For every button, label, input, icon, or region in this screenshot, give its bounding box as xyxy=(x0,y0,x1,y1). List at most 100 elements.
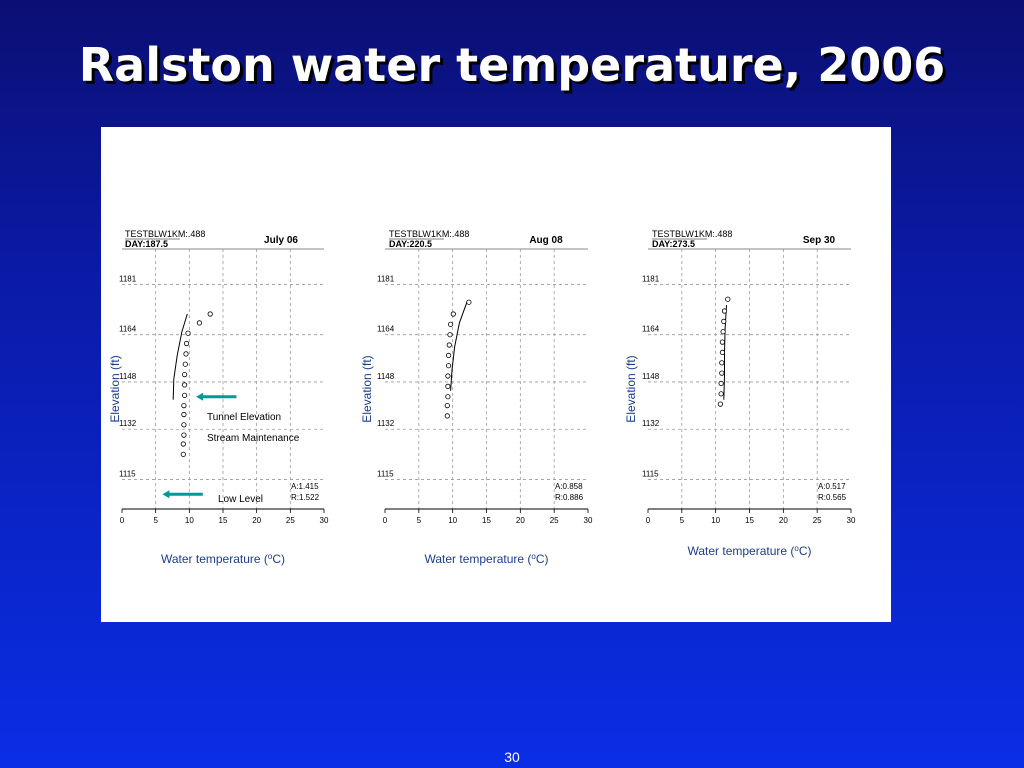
observed-point xyxy=(718,391,724,397)
annotation-label: Stream Maintenance xyxy=(207,433,300,444)
y-tick-label: 1164 xyxy=(377,325,395,334)
x-tick-label: 15 xyxy=(219,516,228,525)
arrow-head xyxy=(162,490,170,499)
observed-point xyxy=(719,339,726,345)
y-tick-label: 1115 xyxy=(377,469,394,478)
annotation-label: Low Level xyxy=(218,494,263,505)
page-number: 30 xyxy=(504,749,520,765)
figure-panel: TESTBLW1KM:.488 DAY:187.5 July 06 0 5 10 15 20 2… xyxy=(101,127,891,622)
observed-point xyxy=(445,394,451,400)
annotation-label: Tunnel Elevation xyxy=(207,412,281,423)
observed-point xyxy=(717,401,724,407)
y-tick-label: 1148 xyxy=(642,372,660,381)
x-tick-label: 0 xyxy=(383,516,388,525)
x-tick-label: 10 xyxy=(185,516,194,525)
observed-point xyxy=(719,360,725,366)
observed-point xyxy=(182,382,188,388)
observed-point xyxy=(196,320,203,326)
observed-point xyxy=(725,296,731,302)
observed-point xyxy=(720,329,726,335)
observed-point xyxy=(185,330,191,336)
model-line xyxy=(172,313,188,400)
y-tick-label: 1164 xyxy=(642,325,660,334)
observed-point xyxy=(183,351,189,357)
date-label: Aug 08 xyxy=(529,235,563,246)
observed-point xyxy=(181,422,187,428)
observed-point xyxy=(180,451,186,457)
y-tick-label: 1132 xyxy=(377,419,395,428)
observed-point xyxy=(182,361,188,367)
stat-label: R:0.565 xyxy=(818,493,847,502)
observed-point xyxy=(445,363,452,369)
observed-point xyxy=(721,308,728,314)
observed-point xyxy=(447,332,453,338)
x-tick-label: 30 xyxy=(584,516,593,525)
stat-label: A:1.415 xyxy=(291,482,319,491)
observed-point xyxy=(181,432,187,438)
y-tick-label: 1115 xyxy=(642,469,659,478)
x-tick-label: 10 xyxy=(448,516,457,525)
y-tick-label: 1181 xyxy=(642,274,660,283)
observed-point xyxy=(181,411,187,418)
x-tick-label: 5 xyxy=(417,516,422,525)
x-tick-label: 15 xyxy=(482,516,491,525)
observed-point xyxy=(719,370,725,376)
header-day: DAY:220.5 xyxy=(389,239,432,249)
observed-point xyxy=(180,441,186,447)
y-tick-label: 1148 xyxy=(377,372,395,381)
x-axis-label: Water temperature (oC) xyxy=(161,552,285,566)
observed-point xyxy=(719,349,726,355)
y-axis-label: Elevation (ft) xyxy=(624,355,638,422)
observed-point xyxy=(445,373,451,379)
model-line xyxy=(450,302,468,391)
header-site: TESTBLW1KM:.488 xyxy=(389,229,469,239)
observed-point xyxy=(182,392,188,398)
slide-title: Ralston water temperature, 2006 xyxy=(78,38,946,92)
x-tick-label: 0 xyxy=(646,516,651,525)
y-tick-label: 1181 xyxy=(119,274,137,283)
header-day: DAY:273.5 xyxy=(652,239,695,249)
x-tick-label: 20 xyxy=(779,516,788,525)
observed-point xyxy=(207,311,213,317)
observed-point xyxy=(444,402,450,409)
observed-point xyxy=(184,340,190,347)
x-tick-label: 25 xyxy=(813,516,822,525)
stat-label: R:1.522 xyxy=(291,493,320,502)
x-tick-label: 5 xyxy=(153,516,158,525)
y-axis-label: Elevation (ft) xyxy=(108,355,122,422)
observed-point xyxy=(447,321,454,327)
date-label: July 06 xyxy=(264,235,298,246)
observed-point xyxy=(445,383,451,389)
observed-point xyxy=(182,372,188,378)
x-tick-label: 25 xyxy=(550,516,559,525)
observed-point xyxy=(446,342,452,348)
y-tick-label: 1181 xyxy=(377,274,395,283)
header-day: DAY:187.5 xyxy=(125,239,168,249)
y-tick-label: 1164 xyxy=(119,325,137,334)
arrow-head xyxy=(196,392,204,401)
y-tick-label: 1132 xyxy=(642,419,660,428)
stat-label: A:0.858 xyxy=(555,482,583,491)
date-label: Sep 30 xyxy=(803,235,836,246)
stat-label: A:0.517 xyxy=(818,482,846,491)
x-tick-label: 0 xyxy=(120,516,125,525)
observed-point xyxy=(450,311,456,317)
x-tick-label: 30 xyxy=(320,516,329,525)
observed-point xyxy=(466,299,472,305)
x-axis-label: Water temperature (oC) xyxy=(687,544,811,558)
header-site: TESTBLW1KM:.488 xyxy=(652,229,732,239)
header-site: TESTBLW1KM:.488 xyxy=(125,229,205,239)
x-tick-label: 30 xyxy=(847,516,856,525)
x-axis-label: Water temperature (oC) xyxy=(424,552,548,566)
y-tick-label: 1115 xyxy=(119,469,136,478)
x-tick-label: 20 xyxy=(252,516,261,525)
x-tick-label: 20 xyxy=(516,516,525,525)
observed-point xyxy=(444,413,450,419)
x-tick-label: 10 xyxy=(711,516,720,525)
y-tick-label: 1148 xyxy=(119,372,137,381)
stat-label: R:0.886 xyxy=(555,493,584,502)
x-tick-label: 15 xyxy=(745,516,754,525)
